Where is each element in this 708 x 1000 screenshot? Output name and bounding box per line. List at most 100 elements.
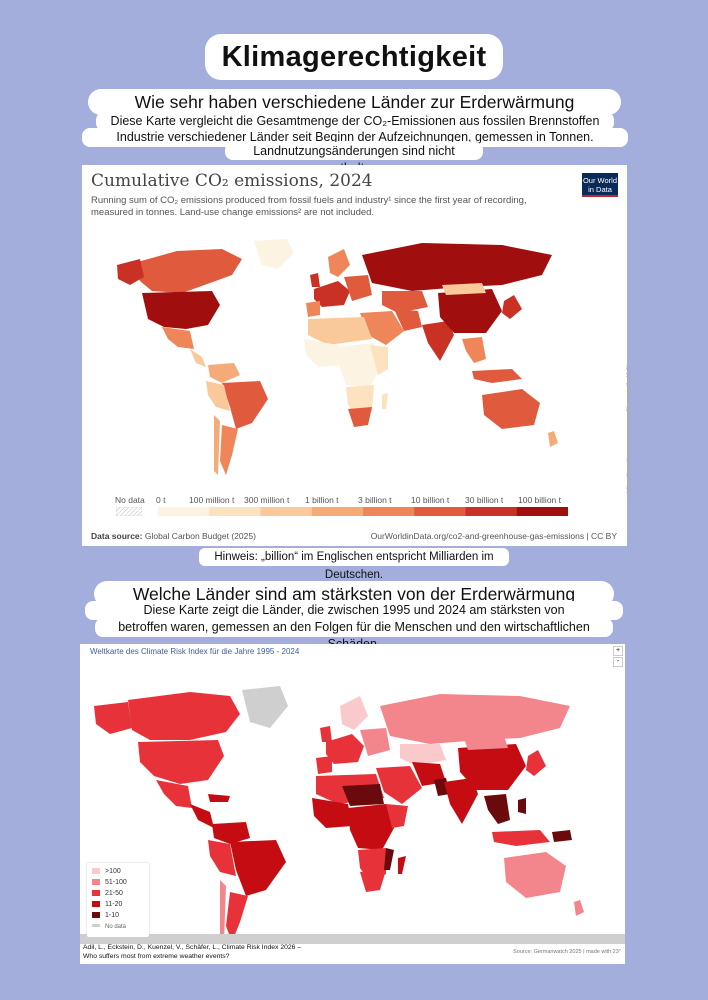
map-region-mongolia (442, 283, 486, 295)
legend-color-bin (516, 507, 568, 516)
map-region-mongolia (464, 736, 508, 750)
legend-item: 1-10 (92, 912, 119, 919)
map-region-west-africa (312, 798, 352, 828)
legend-color-bin (465, 507, 518, 516)
map-region-uk (320, 726, 332, 742)
legend-swatch (92, 868, 100, 874)
map-region-colombia-venezuela (212, 822, 250, 844)
co2-map-title: Cumulative CO₂ emissions, 2024 (91, 171, 373, 191)
map-source: Source: Germanwatch 2025 | made with 23° (513, 949, 621, 955)
legend-color-bin (260, 507, 313, 516)
map-region-india (422, 321, 454, 361)
legend-color-bin (158, 507, 210, 516)
legend-label: 1-10 (105, 912, 120, 919)
map-region-sahel (342, 784, 384, 806)
legend-tick-label: 1 billion t (305, 495, 339, 505)
map-region-mexico (162, 327, 194, 349)
map-region-scandinavia (340, 696, 368, 730)
co2-map-subtitle: Running sum of CO₂ emissions produced fr… (91, 195, 527, 218)
map-region-new-zealand (574, 900, 584, 916)
map-region-canada (134, 249, 242, 293)
legend-label: No data (105, 924, 127, 930)
legend-item: No data (92, 924, 126, 930)
legend-color-bin (209, 507, 262, 516)
map-region-korea-japan (502, 295, 522, 319)
map-region-middle-east (376, 766, 422, 804)
data-source-value: Global Carbon Budget (2025) (144, 531, 256, 541)
map-region-southeast-asia (462, 337, 486, 363)
map-region-scandinavia (328, 249, 350, 277)
legend-swatch (92, 924, 100, 927)
citation-line: Adil, L., Eckstein, D., Kuenzel, V., Sch… (83, 944, 302, 951)
map-region-caribbean (208, 794, 230, 802)
legend-swatch (92, 890, 100, 896)
map-region-greenland (242, 686, 288, 728)
legend-item: >100 (92, 868, 121, 875)
map-region-west-africa (304, 339, 342, 367)
climate-risk-world-map (80, 686, 625, 944)
citation: Adil, L., Eckstein, D., Kuenzel, V., Sch… (83, 943, 343, 961)
data-source: Data source: Global Carbon Budget (2025) (91, 531, 256, 541)
map-region-australia (482, 389, 540, 429)
map-region-india (444, 778, 478, 824)
section2-description-line: betroffen waren, gemessen an den Folgen … (95, 618, 613, 651)
legend-item: 21-50 (92, 890, 123, 897)
map-region-mexico (156, 780, 192, 808)
map-region-china (458, 744, 526, 790)
climate-risk-map-panel: Weltkarte des Climate Risk Index für die… (80, 644, 625, 964)
zoom-controls: + - (613, 646, 623, 668)
legend-color-bin (414, 507, 467, 516)
legend-label: 51-100 (105, 879, 127, 886)
legend-label: 11-20 (105, 901, 123, 908)
map-region-usa (142, 291, 220, 329)
owid-url[interactable]: OurWorldinData.org/co2-and-greenhouse-ga… (370, 531, 617, 541)
map-region-alaska (117, 259, 144, 285)
map-region-peru-bolivia (208, 840, 236, 876)
map-region-philippines (518, 798, 526, 814)
legend-item: 11-20 (92, 901, 122, 908)
owid-logo: Our World in Data (582, 173, 618, 197)
legend-tick-label: 10 billion t (411, 495, 450, 505)
map-region-central-america (190, 804, 214, 828)
map-region-greenland (254, 239, 294, 269)
legend-label: >100 (105, 868, 121, 875)
map-region-southeast-asia (484, 794, 510, 824)
map-region-south-africa (360, 870, 386, 892)
owid-logo-line: in Data (588, 185, 612, 194)
citation-line: Who suffers most from extreme weather ev… (83, 953, 230, 960)
page-title-box: Klimagerechtigkeit (205, 34, 503, 80)
legend-color-bar (158, 507, 568, 516)
map-region-central-africa (348, 804, 394, 850)
map-region-canada (128, 692, 240, 740)
map-region-iberia (316, 756, 332, 774)
map-region-central-africa (338, 343, 382, 387)
map-region-madagascar (382, 393, 388, 409)
map-region-chile (214, 415, 220, 475)
legend-tick-label: 0 t (156, 495, 166, 505)
map-region-chile (220, 880, 226, 942)
map-region-indonesia (472, 369, 522, 383)
map-region-kazakhstan (400, 744, 446, 766)
legend-tick-label: 100 million t (189, 495, 235, 505)
legend-swatch (92, 901, 100, 907)
legend-tick-label: 30 billion t (465, 495, 504, 505)
map-region-korea-japan (526, 750, 546, 776)
zoom-out-button[interactable]: - (613, 657, 623, 667)
map-region-central-america (190, 349, 206, 367)
map-region-indonesia (492, 830, 550, 846)
map-region-papua (552, 830, 572, 842)
page-title: Klimagerechtigkeit (221, 41, 487, 73)
zoom-in-button[interactable]: + (613, 646, 623, 656)
legend-item: 51-100 (92, 879, 127, 886)
map-region-madagascar (398, 856, 406, 874)
map-region-china (438, 289, 502, 333)
map-region-east-africa (370, 345, 388, 375)
data-source-label: Data source: (91, 531, 143, 541)
owid-logo-line: Our World (582, 176, 618, 185)
map-region-uk (310, 273, 320, 287)
map-region-australia (504, 852, 566, 898)
map-region-colombia-venezuela (208, 363, 240, 383)
map-region-usa (138, 740, 224, 784)
climate-risk-legend: >100 51-100 21-50 11-20 1-10 No data (87, 863, 149, 937)
legend-label: 21-50 (105, 890, 123, 897)
